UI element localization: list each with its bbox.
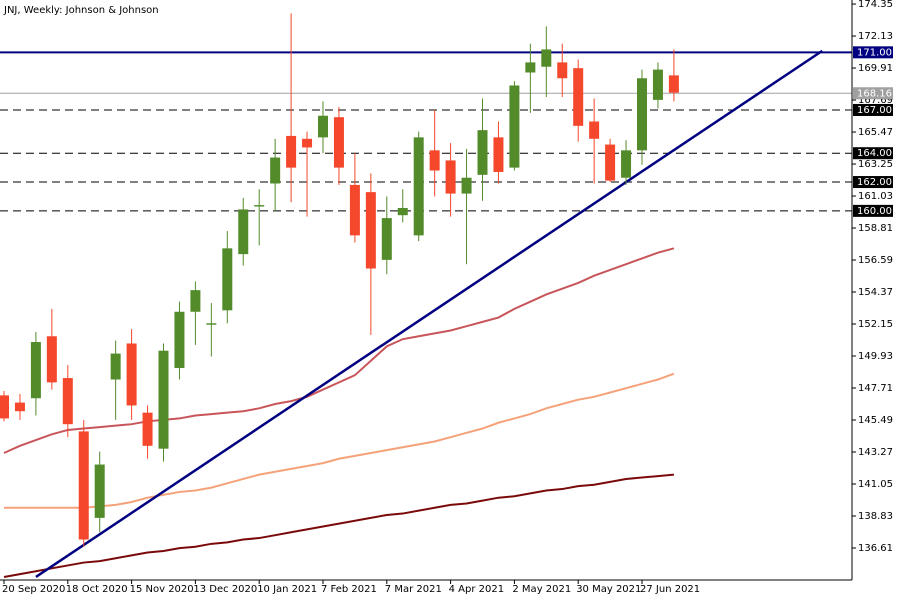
candle-body bbox=[668, 75, 679, 93]
y-tick-label: 165.47 bbox=[858, 127, 893, 138]
level-label: 167.00 bbox=[857, 105, 892, 116]
moving-average bbox=[3, 473, 674, 578]
x-tick-label: 15 Nov 2020 bbox=[130, 584, 194, 595]
y-tick-label: 169.91 bbox=[858, 63, 893, 74]
y-tick-label: 141.05 bbox=[858, 479, 893, 490]
x-tick-label: 27 Jun 2021 bbox=[640, 584, 700, 595]
y-tick-label: 138.83 bbox=[858, 511, 893, 522]
candle-body bbox=[621, 150, 632, 178]
level-label-box bbox=[853, 46, 893, 59]
y-tick-label: 136.61 bbox=[858, 543, 893, 554]
candle-body bbox=[557, 62, 568, 79]
level-label-box bbox=[853, 103, 893, 116]
candle-body bbox=[14, 402, 25, 412]
trend-line bbox=[35, 49, 823, 579]
candle-body bbox=[0, 395, 9, 419]
y-tick-label: 156.59 bbox=[858, 255, 893, 266]
candle-body bbox=[286, 135, 297, 168]
candle-body bbox=[174, 311, 185, 368]
candle-body bbox=[142, 412, 153, 446]
y-tick-label: 167.69 bbox=[858, 95, 893, 106]
x-tick-label: 30 May 2021 bbox=[576, 584, 641, 595]
candle-body bbox=[318, 115, 328, 138]
candle-body bbox=[78, 431, 89, 540]
y-tick-label: 152.15 bbox=[858, 319, 893, 330]
y-tick-label: 174.35 bbox=[858, 0, 893, 10]
x-tick-label: 7 Feb 2021 bbox=[321, 584, 377, 595]
candle-body bbox=[573, 68, 584, 126]
candle-body bbox=[30, 342, 41, 399]
chart-title: JNJ, Weekly: Johnson & Johnson bbox=[3, 5, 159, 16]
candle-body bbox=[381, 218, 392, 260]
candle-body bbox=[270, 157, 281, 184]
level-label-box bbox=[853, 176, 893, 189]
candle-body bbox=[333, 117, 344, 168]
candle-body bbox=[637, 78, 647, 151]
level-label: 162.00 bbox=[857, 177, 892, 188]
candle-body bbox=[190, 290, 201, 312]
level-label-box bbox=[853, 87, 893, 100]
candle-body bbox=[397, 207, 408, 216]
y-tick-label: 158.81 bbox=[858, 223, 893, 234]
candle-body bbox=[589, 121, 600, 139]
candle-body bbox=[445, 160, 456, 194]
candle-body bbox=[126, 343, 137, 406]
candle-body bbox=[541, 49, 552, 67]
candle-body bbox=[238, 209, 249, 255]
level-label: 171.00 bbox=[857, 47, 892, 58]
candle-body bbox=[413, 137, 424, 236]
candle-body bbox=[222, 248, 233, 311]
y-tick-label: 147.71 bbox=[858, 383, 893, 394]
candle-body bbox=[365, 192, 376, 269]
level-label-box bbox=[853, 204, 893, 217]
x-tick-label: 7 Mar 2021 bbox=[385, 584, 442, 595]
moving-average bbox=[3, 247, 675, 454]
candle-body bbox=[158, 350, 169, 449]
plot-area bbox=[0, 13, 852, 579]
x-tick-label: 10 Jan 2021 bbox=[257, 584, 317, 595]
candle-body bbox=[461, 177, 472, 194]
x-tick-label: 18 Oct 2020 bbox=[66, 584, 128, 595]
x-tick-label: 20 Sep 2020 bbox=[2, 584, 65, 595]
y-tick-label: 149.93 bbox=[858, 351, 893, 362]
level-label-box bbox=[853, 147, 893, 160]
y-tick-label: 143.27 bbox=[858, 447, 893, 458]
candle-body bbox=[62, 378, 73, 425]
candle-body bbox=[493, 137, 504, 172]
candle-body bbox=[46, 336, 57, 383]
candle-body bbox=[652, 69, 663, 100]
moving-average bbox=[4, 372, 675, 509]
level-label: 164.00 bbox=[857, 148, 892, 159]
candle-body bbox=[206, 323, 217, 325]
level-label: 168.16 bbox=[857, 88, 892, 99]
candle-body bbox=[525, 62, 536, 73]
y-tick-label: 172.13 bbox=[858, 31, 893, 42]
candle-body bbox=[110, 353, 121, 380]
candle-body bbox=[302, 138, 313, 148]
y-tick-label: 145.49 bbox=[858, 415, 893, 426]
y-tick-label: 161.03 bbox=[858, 191, 893, 202]
candle-body bbox=[94, 464, 105, 518]
x-tick-label: 4 Apr 2021 bbox=[449, 584, 504, 595]
candle-body bbox=[349, 184, 360, 236]
candle-body bbox=[429, 150, 440, 171]
x-tick-label: 13 Dec 2020 bbox=[193, 584, 257, 595]
candle-body bbox=[605, 144, 616, 181]
level-label: 160.00 bbox=[857, 206, 892, 217]
candle-body bbox=[509, 85, 520, 168]
x-tick-label: 2 May 2021 bbox=[512, 584, 571, 595]
y-tick-label: 154.37 bbox=[858, 287, 893, 298]
candle-body bbox=[254, 205, 265, 207]
y-tick-label: 163.25 bbox=[858, 159, 893, 170]
candle-body bbox=[477, 130, 488, 175]
